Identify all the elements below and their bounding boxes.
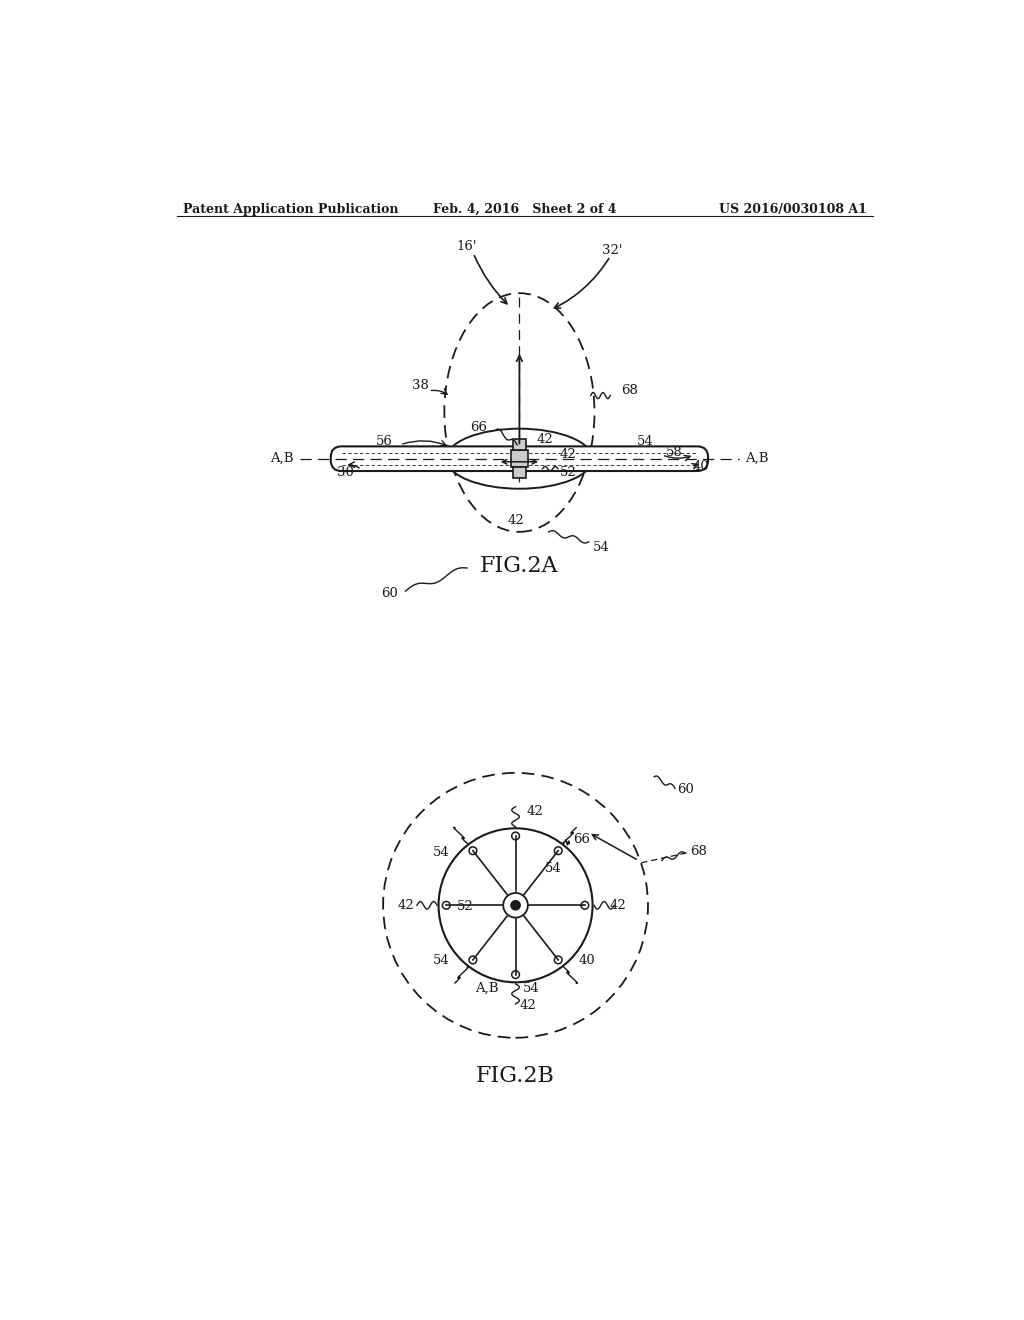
Text: 42: 42 — [526, 805, 543, 818]
Text: 58: 58 — [666, 446, 682, 459]
Text: 54: 54 — [545, 862, 561, 875]
Text: 38: 38 — [413, 379, 429, 392]
Bar — [513, 467, 525, 478]
Text: 52: 52 — [559, 466, 577, 479]
Text: 42: 42 — [537, 433, 553, 446]
Text: 66: 66 — [573, 833, 590, 846]
Circle shape — [511, 900, 520, 909]
Text: 16': 16' — [457, 240, 477, 253]
Text: A,B: A,B — [270, 453, 294, 465]
Text: FIG.2B: FIG.2B — [476, 1065, 555, 1088]
Text: 54: 54 — [637, 436, 653, 449]
Text: 54: 54 — [433, 846, 451, 859]
Text: 42: 42 — [507, 513, 524, 527]
FancyBboxPatch shape — [331, 446, 708, 471]
Text: 54: 54 — [433, 954, 451, 968]
Text: 32': 32' — [601, 244, 622, 257]
Text: 42: 42 — [519, 999, 537, 1012]
Text: 40: 40 — [692, 459, 710, 473]
Text: A,B: A,B — [475, 982, 499, 995]
Text: 52: 52 — [457, 900, 473, 913]
Text: 60: 60 — [381, 587, 397, 601]
Text: 42: 42 — [609, 899, 627, 912]
Text: 30: 30 — [337, 466, 354, 479]
Text: Feb. 4, 2016   Sheet 2 of 4: Feb. 4, 2016 Sheet 2 of 4 — [433, 203, 616, 216]
Text: 68: 68 — [690, 845, 708, 858]
Text: A,B: A,B — [745, 453, 769, 465]
Text: 42: 42 — [397, 899, 414, 912]
Bar — [513, 440, 525, 450]
Text: 56: 56 — [376, 436, 392, 449]
Text: FIG.2A: FIG.2A — [480, 556, 559, 578]
Bar — [511, 450, 528, 467]
Text: 42: 42 — [559, 449, 577, 462]
Text: 60: 60 — [677, 783, 694, 796]
Text: 68: 68 — [621, 384, 638, 397]
Text: 54: 54 — [593, 541, 609, 554]
Text: Patent Application Publication: Patent Application Publication — [183, 203, 398, 216]
Text: 54: 54 — [523, 982, 540, 995]
Text: 40: 40 — [579, 954, 595, 968]
Text: US 2016/0030108 A1: US 2016/0030108 A1 — [719, 203, 866, 216]
Text: 66: 66 — [470, 421, 487, 434]
